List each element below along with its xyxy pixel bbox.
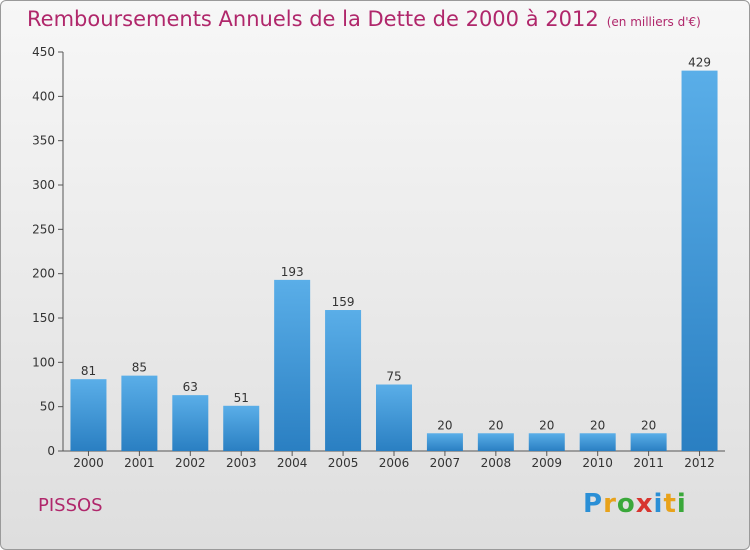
y-tick-label: 400: [32, 89, 55, 103]
bar-value-label: 20: [539, 418, 554, 432]
commune-name: PISSOS: [38, 495, 103, 516]
chart-axes: 0 50 100 150 200 250 300 350 400 450 2000 2001 2002 2…: [32, 45, 725, 470]
proxiti-logo: Proxiti: [583, 489, 687, 519]
bar-value-label: 20: [590, 418, 605, 432]
y-tick-label: 100: [32, 355, 55, 369]
bar: [630, 433, 667, 451]
bar-value-label: 159: [332, 295, 355, 309]
bar: [477, 433, 514, 451]
chart-bars: 81 85 63 51 193 159 75 20 20 20 20 20 429: [70, 56, 718, 452]
x-tick-label: 2007: [430, 456, 461, 470]
bar-value-label: 85: [132, 361, 147, 375]
chart-unit: (en milliers d'€): [606, 15, 701, 29]
x-tick-label: 2005: [328, 456, 359, 470]
x-tick-label: 2004: [277, 456, 308, 470]
logo-letter: i: [653, 489, 664, 519]
bar: [376, 384, 412, 451]
logo-letter: o: [616, 489, 636, 519]
x-tick-label: 2002: [175, 456, 206, 470]
x-tick-label: 2001: [124, 456, 155, 470]
x-tick-label: 2009: [531, 456, 562, 470]
bar: [70, 379, 107, 451]
y-tick-label: 450: [32, 45, 55, 59]
x-tick-label: 2008: [481, 456, 512, 470]
logo-letter: x: [635, 489, 654, 519]
bar-value-label: 429: [688, 56, 711, 70]
bar-value-label: 51: [234, 391, 249, 405]
bar: [528, 433, 565, 451]
x-tick-label: 2011: [633, 456, 664, 470]
x-tick-label: 2010: [582, 456, 613, 470]
logo-letter: t: [663, 489, 677, 519]
y-tick-label: 250: [32, 222, 55, 236]
bar: [681, 70, 718, 452]
bar-value-label: 63: [183, 380, 198, 394]
bar-value-label: 20: [641, 418, 656, 432]
bar: [223, 405, 260, 451]
x-tick-label: 2000: [73, 456, 104, 470]
y-tick-label: 150: [32, 311, 55, 325]
bar: [172, 395, 209, 451]
bar-value-label: 20: [437, 418, 452, 432]
logo-letter: i: [676, 489, 687, 519]
y-tick-label: 200: [32, 267, 55, 281]
bar: [325, 310, 362, 451]
bar-value-label: 75: [386, 370, 401, 384]
bar-value-label: 193: [281, 265, 304, 279]
x-tick-label: 2012: [684, 456, 715, 470]
bar: [579, 433, 616, 451]
bar: [121, 375, 158, 451]
x-tick-label: 2003: [226, 456, 257, 470]
bar-value-label: 20: [488, 418, 503, 432]
y-tick-label: 0: [47, 444, 55, 458]
logo-letter: P: [583, 489, 604, 519]
chart-title-text: Remboursements Annuels de la Dette de 20…: [27, 7, 599, 31]
chart-title: Remboursements Annuels de la Dette de 20…: [27, 7, 701, 31]
bar: [426, 433, 463, 451]
bar-value-label: 81: [81, 364, 96, 378]
y-tick-label: 300: [32, 178, 55, 192]
logo-letter: r: [603, 489, 617, 519]
bar: [274, 279, 311, 451]
x-tick-label: 2006: [379, 456, 410, 470]
y-tick-label: 50: [40, 400, 55, 414]
y-tick-label: 350: [32, 134, 55, 148]
